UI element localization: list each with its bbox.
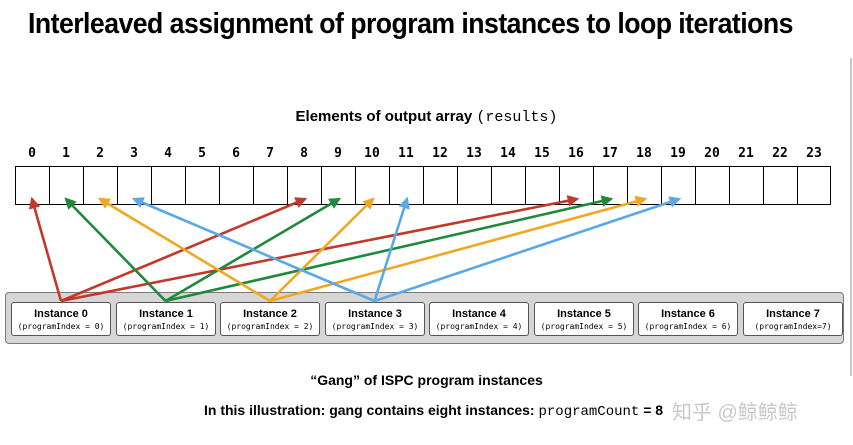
array-index-label: 9	[334, 146, 342, 161]
array-index-label: 22	[772, 146, 788, 161]
array-index-label: 13	[466, 146, 482, 161]
instance-name: Instance 4	[452, 308, 506, 320]
array-index-label: 19	[670, 146, 686, 161]
assignment-arrow	[269, 197, 375, 302]
array-index-label: 20	[704, 146, 720, 161]
array-index-label: 10	[364, 146, 380, 161]
instance-program-index: (programIndex = 6)	[644, 322, 732, 331]
instance-program-index: (programIndex = 2)	[226, 322, 314, 331]
assignment-arrow	[269, 195, 648, 303]
gang-detail-text: In this illustration: gang contains eigh…	[204, 402, 535, 418]
program-count-value: = 8	[639, 402, 664, 418]
array-index-label: 12	[432, 146, 448, 161]
assignment-arrow	[28, 196, 63, 302]
array-label-text: Elements of output array	[295, 108, 473, 125]
right-border-rule	[850, 58, 852, 376]
array-cell	[219, 166, 253, 205]
array-var-name: (results)	[476, 109, 558, 126]
array-index-label: 1	[62, 146, 70, 161]
instance-box: Instance 7 (programIndex=7)	[743, 302, 843, 336]
assignment-arrow	[374, 196, 682, 303]
array-index-label: 0	[28, 146, 36, 161]
instance-box: Instance 4 (programIndex = 4)	[429, 302, 529, 336]
instance-box: Instance 2 (programIndex = 2)	[220, 302, 320, 336]
array-cell	[151, 166, 185, 205]
array-index-label: 11	[398, 146, 414, 161]
array-label: Elements of output array (results)	[0, 108, 853, 126]
array-cell	[423, 166, 457, 205]
gang-detail-caption: In this illustration: gang contains eigh…	[204, 402, 663, 420]
array-cell	[457, 166, 491, 205]
instance-name: Instance 3	[348, 308, 402, 320]
array-index-label: 14	[500, 146, 516, 161]
array-index-label: 8	[300, 146, 308, 161]
array-cell	[525, 166, 559, 205]
gang-caption: “Gang” of ISPC program instances	[310, 372, 543, 388]
array-cell	[729, 166, 763, 205]
array-index-label: 3	[130, 146, 138, 161]
array-index-label: 15	[534, 146, 550, 161]
array-index-label: 23	[806, 146, 822, 161]
array-index-label: 6	[232, 146, 240, 161]
instance-name: Instance 2	[243, 308, 297, 320]
array-cell	[491, 166, 525, 205]
instance-box: Instance 3 (programIndex = 3)	[325, 302, 425, 336]
instance-name: Instance 7	[766, 308, 820, 320]
array-cell	[797, 166, 831, 205]
watermark: 知乎 @鲸鲸鲸	[672, 402, 798, 424]
assignment-arrow	[60, 195, 580, 303]
instance-program-index: (programIndex = 4)	[435, 322, 523, 331]
array-cell	[695, 166, 729, 205]
array-index-label: 7	[266, 146, 274, 161]
instance-name: Instance 5	[557, 308, 611, 320]
instance-box: Instance 6 (programIndex = 6)	[638, 302, 738, 336]
array-index-label: 2	[96, 146, 104, 161]
slide-title: Interleaved assignment of program instan…	[28, 8, 793, 40]
assignment-arrow	[131, 197, 376, 303]
instance-box: Instance 5 (programIndex = 5)	[534, 302, 634, 336]
array-cell	[253, 166, 287, 205]
instance-name: Instance 1	[139, 308, 193, 320]
array-index-label: 4	[164, 146, 172, 161]
instance-program-index: (programIndex = 1)	[122, 322, 210, 331]
instance-name: Instance 6	[661, 308, 715, 320]
instance-program-index: (programIndex=7)	[754, 322, 832, 331]
assignment-arrow	[64, 197, 167, 302]
array-index-label: 17	[602, 146, 618, 161]
array-index-label: 5	[198, 146, 206, 161]
program-count-code: programCount	[538, 404, 640, 420]
instance-box: Instance 1 (programIndex = 1)	[116, 302, 216, 336]
array-cell	[763, 166, 797, 205]
array-cell	[185, 166, 219, 205]
assignment-arrow	[97, 197, 271, 303]
instance-name: Instance 0	[34, 308, 88, 320]
instance-program-index: (programIndex = 5)	[540, 322, 628, 331]
array-index-label: 18	[636, 146, 652, 161]
array-index-label: 16	[568, 146, 584, 161]
instance-program-index: (programIndex = 0)	[17, 322, 105, 331]
array-index-label: 21	[738, 146, 754, 161]
assignment-arrow	[373, 196, 410, 302]
instance-box: Instance 0 (programIndex = 0)	[11, 302, 111, 336]
instance-program-index: (programIndex = 3)	[331, 322, 419, 331]
assignment-arrow	[165, 195, 614, 303]
